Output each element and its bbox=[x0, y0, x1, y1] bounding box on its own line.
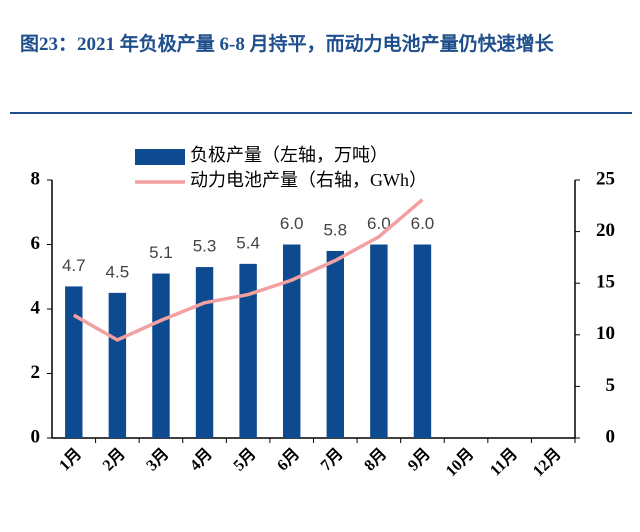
data-label: 6.0 bbox=[280, 214, 304, 233]
x-tick-label: 11月 bbox=[486, 445, 521, 480]
y-tick-label: 0 bbox=[31, 426, 41, 447]
bar bbox=[152, 273, 170, 438]
data-label: 4.7 bbox=[62, 256, 86, 275]
bar bbox=[326, 250, 345, 438]
data-label: 5.3 bbox=[193, 237, 217, 256]
y2-tick-label: 5 bbox=[606, 375, 616, 396]
bar bbox=[108, 292, 127, 438]
legend-swatch bbox=[135, 149, 185, 165]
x-tick-label: 4月 bbox=[186, 445, 216, 475]
line bbox=[72, 198, 424, 342]
legend-label: 动力电池产量（右轴，GWh） bbox=[190, 170, 427, 190]
data-label: 6.0 bbox=[367, 214, 391, 233]
x-tick-label: 7月 bbox=[317, 445, 347, 475]
y-tick-label: 8 bbox=[31, 168, 41, 189]
y2-tick-label: 10 bbox=[596, 323, 615, 344]
y2-tick-label: 20 bbox=[596, 220, 615, 241]
bar bbox=[65, 286, 83, 438]
data-label: 5.1 bbox=[149, 243, 173, 262]
y2-tick-label: 0 bbox=[606, 426, 616, 447]
y-tick-label: 4 bbox=[31, 297, 41, 318]
y-tick-label: 6 bbox=[31, 233, 41, 254]
bar bbox=[195, 267, 214, 438]
x-tick-label: 2月 bbox=[99, 445, 129, 475]
chart-title: 图23：2021 年负极产量 6-8 月持平，而动力电池产量仍快速增长 bbox=[20, 34, 554, 55]
x-tick-label: 8月 bbox=[361, 445, 391, 475]
x-tick-label: 6月 bbox=[273, 445, 303, 475]
y-tick-label: 2 bbox=[31, 362, 41, 383]
legend-label: 负极产量（左轴，万吨） bbox=[190, 145, 388, 165]
data-label: 4.5 bbox=[106, 262, 130, 281]
bar bbox=[370, 244, 388, 438]
bar bbox=[413, 244, 432, 438]
x-tick-label: 3月 bbox=[143, 445, 173, 475]
y2-tick-label: 15 bbox=[596, 272, 615, 293]
bar bbox=[282, 244, 301, 438]
y2-tick-label: 25 bbox=[596, 168, 615, 189]
x-tick-label: 12月 bbox=[529, 445, 564, 480]
x-tick-label: 5月 bbox=[230, 445, 260, 475]
data-label: 5.4 bbox=[236, 233, 260, 252]
title-rule bbox=[10, 112, 632, 114]
data-label: 6.0 bbox=[411, 214, 435, 233]
data-label: 5.8 bbox=[323, 220, 347, 239]
x-tick-label: 9月 bbox=[404, 445, 434, 475]
x-tick-label: 1月 bbox=[56, 445, 86, 475]
bar bbox=[239, 263, 257, 438]
x-tick-label: 10月 bbox=[442, 445, 477, 480]
